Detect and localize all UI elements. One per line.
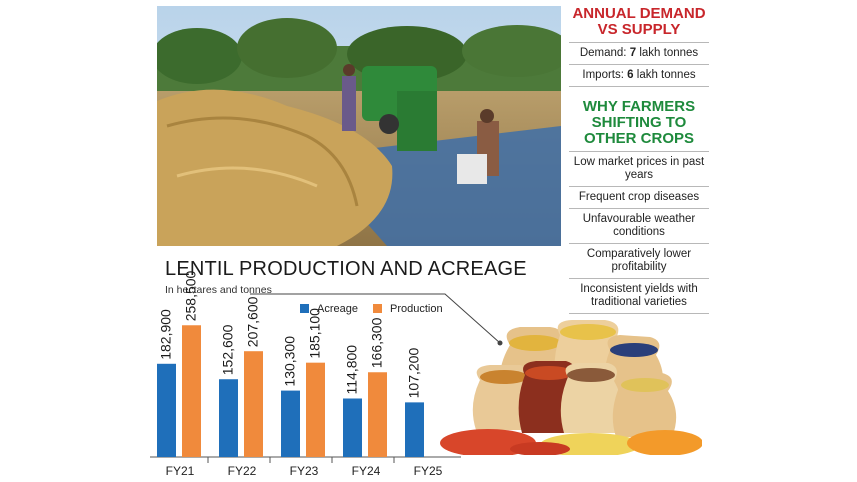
imports-value: 6 xyxy=(627,69,634,81)
sidebar: ANNUAL DEMAND VS SUPPLY Demand: 7 lakh t… xyxy=(569,6,709,314)
bar-value-label: 130,300 xyxy=(282,336,298,387)
x-tick-label: FY23 xyxy=(290,464,319,478)
demand-value: 7 xyxy=(629,47,637,59)
chart-subtitle: In hectares and tonnes xyxy=(165,284,272,296)
bar-acreage xyxy=(219,379,238,457)
x-tick-label: FY24 xyxy=(352,464,381,478)
reason-item: Unfavourable weather conditions xyxy=(569,209,709,244)
bar-production xyxy=(182,325,201,457)
demand-unit: lakh tonnes xyxy=(639,47,699,59)
x-tick-label: FY25 xyxy=(414,464,443,478)
lentil-sacks-graphic xyxy=(440,320,703,457)
reason-item: Low market prices in past years xyxy=(569,151,709,187)
lentil-sacks-illustration xyxy=(440,315,703,457)
x-tick-label: FY21 xyxy=(166,464,195,478)
bar-production xyxy=(306,362,325,457)
bar-production xyxy=(368,372,387,457)
bar-production xyxy=(244,351,263,457)
bar-acreage xyxy=(405,402,424,457)
reason-item: Comparatively lower profitability xyxy=(569,244,709,279)
bar-value-label: 185,100 xyxy=(307,308,323,359)
bar-value-label: 114,800 xyxy=(344,345,360,395)
imports-row: Imports: 6 lakh tonnes xyxy=(569,65,709,87)
harvest-photo xyxy=(157,6,561,246)
x-tick-label: FY22 xyxy=(228,464,257,478)
bar-value-label: 207,600 xyxy=(245,296,261,347)
bar-acreage xyxy=(343,398,362,457)
bar-value-label: 182,900 xyxy=(158,309,174,360)
bar-value-label: 258,500 xyxy=(183,270,199,321)
imports-label: Imports: xyxy=(582,69,624,81)
chart-title: LENTIL PRODUCTION AND ACREAGE xyxy=(165,258,527,280)
demand-row: Demand: 7 lakh tonnes xyxy=(569,42,709,65)
bar-value-label: 107,200 xyxy=(406,348,422,399)
demand-label: Demand: xyxy=(579,47,627,59)
reason-item: Inconsistent yields with traditional var… xyxy=(569,279,709,314)
bar-value-label: 166,300 xyxy=(369,317,385,368)
demand-heading: ANNUAL DEMAND VS SUPPLY xyxy=(572,5,706,38)
bar-value-label: 152,600 xyxy=(220,324,236,375)
reason-item: Frequent crop diseases xyxy=(569,187,709,209)
bar-acreage xyxy=(281,390,300,457)
imports-unit: lakh tonnes xyxy=(636,69,696,81)
reasons-heading: WHY FARMERS SHIFTING TO OTHER CROPS xyxy=(582,98,696,147)
bar-acreage xyxy=(157,363,176,457)
harvest-photo-illustration xyxy=(157,6,561,246)
